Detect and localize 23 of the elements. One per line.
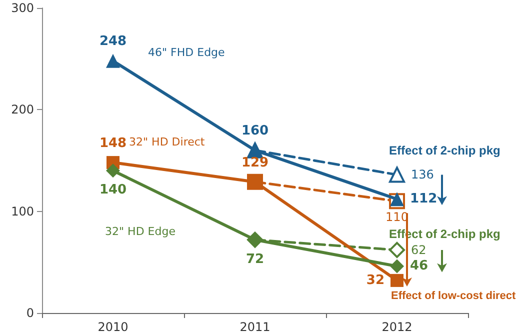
data-label: 32 xyxy=(366,272,384,288)
y-tick-label: 100 xyxy=(11,204,34,218)
data-label: 46 xyxy=(410,258,428,274)
series-label: 32" HD Edge xyxy=(105,224,176,238)
series-label: 46" FHD Edge xyxy=(148,46,226,59)
x-tick-label: 2010 xyxy=(98,320,128,334)
data-label: 62 xyxy=(411,242,426,257)
y-tick-label: 0 xyxy=(26,306,34,320)
data-label: 72 xyxy=(246,252,264,267)
data-label: 140 xyxy=(99,182,127,198)
data-label: 112 xyxy=(410,192,438,207)
data-label: 148 xyxy=(99,136,127,152)
x-tick-label: 2012 xyxy=(382,320,412,334)
data-label: 136 xyxy=(411,168,434,182)
y-tick-label: 200 xyxy=(11,102,34,117)
annotation: Effect of 2-chip pkg xyxy=(389,144,500,158)
data-label: 248 xyxy=(99,34,127,49)
series-label: 32" HD Direct xyxy=(129,136,206,149)
x-tick-label: 2011 xyxy=(240,320,270,334)
data-label: 160 xyxy=(241,123,269,138)
data-label: 129 xyxy=(241,155,269,170)
y-tick-label: 300 xyxy=(11,1,34,15)
annotation: Effect of low-cost direct xyxy=(391,290,516,302)
